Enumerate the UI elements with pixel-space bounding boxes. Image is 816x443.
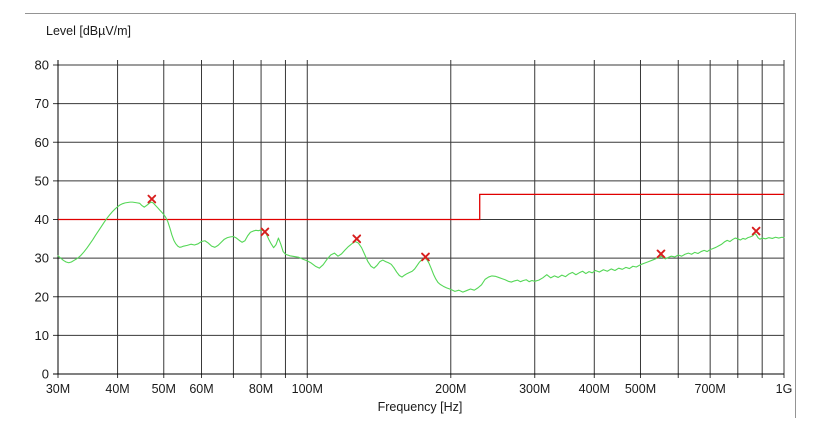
peak-marker <box>260 227 270 237</box>
peak-marker <box>421 252 430 262</box>
x-tick-label: 700M <box>695 382 726 396</box>
y-tick-label: 80 <box>35 58 49 73</box>
y-tick-label: 30 <box>35 251 49 266</box>
x-tick-label: 400M <box>579 382 610 396</box>
x-tick-label: 500M <box>625 382 656 396</box>
x-tick-label: 40M <box>105 382 129 396</box>
peak-marker <box>656 249 666 259</box>
x-tick-label: 200M <box>435 382 466 396</box>
y-tick-label: 60 <box>35 135 49 150</box>
x-tick-label: 30M <box>46 382 70 396</box>
x-tick-label: 1G <box>776 382 793 396</box>
x-tick-label: 60M <box>189 382 213 396</box>
peak-marker <box>751 226 761 236</box>
y-tick-label: 40 <box>35 212 49 227</box>
peak-marker <box>352 234 362 244</box>
limit-line <box>58 193 784 221</box>
x-tick-label: 300M <box>519 382 550 396</box>
y-axis-title: Level [dBµV/m] <box>46 24 132 38</box>
chart-frame-border <box>25 13 796 418</box>
measurement-trace <box>57 201 785 293</box>
y-tick-label: 0 <box>42 367 49 382</box>
peak-marker <box>147 194 157 204</box>
y-tick-label: 50 <box>35 173 49 188</box>
x-axis-title: Frequency [Hz] <box>377 400 463 414</box>
y-tick-label: 70 <box>35 96 49 111</box>
y-tick-label: 10 <box>35 328 49 343</box>
x-tick-label: 80M <box>249 382 273 396</box>
x-tick-label: 50M <box>152 382 176 396</box>
x-tick-label: 100M <box>292 382 323 396</box>
y-tick-label: 20 <box>35 289 49 304</box>
